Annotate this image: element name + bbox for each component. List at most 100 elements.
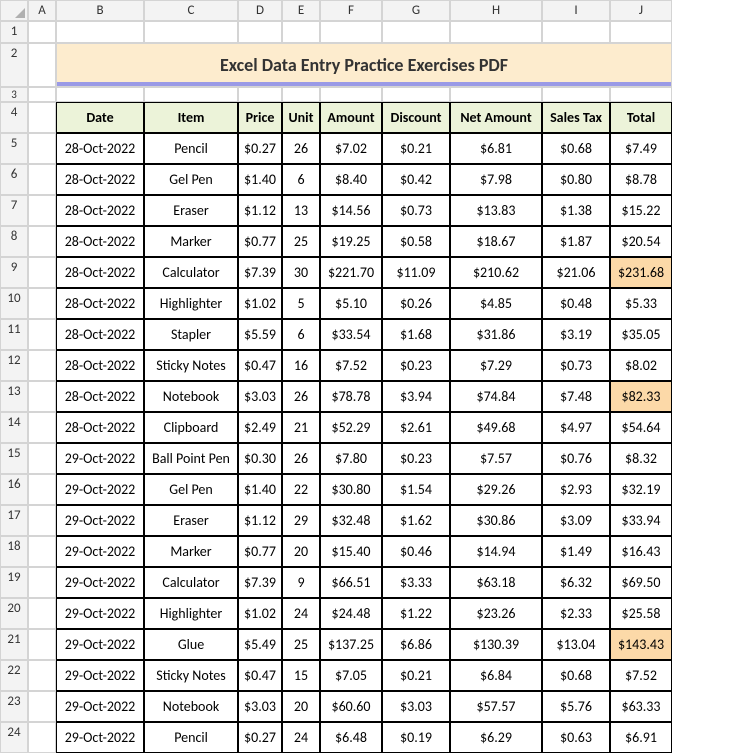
table-cell[interactable]: $5.49 bbox=[238, 629, 282, 660]
table-cell[interactable]: $54.64 bbox=[610, 412, 672, 443]
empty-cell[interactable] bbox=[28, 381, 56, 412]
table-cell[interactable]: $15.40 bbox=[320, 536, 382, 567]
table-cell[interactable]: $0.47 bbox=[238, 350, 282, 381]
table-cell[interactable]: 24 bbox=[282, 598, 320, 629]
table-cell[interactable]: 25 bbox=[282, 629, 320, 660]
table-cell[interactable]: $2.33 bbox=[542, 598, 610, 629]
row-header[interactable]: 20 bbox=[0, 598, 28, 629]
table-cell[interactable]: $1.22 bbox=[382, 598, 450, 629]
table-cell[interactable]: $0.19 bbox=[382, 722, 450, 753]
table-header[interactable]: Sales Tax bbox=[542, 102, 610, 133]
table-cell[interactable]: 29-Oct-2022 bbox=[56, 505, 144, 536]
table-cell[interactable]: $4.97 bbox=[542, 412, 610, 443]
table-cell[interactable]: $5.10 bbox=[320, 288, 382, 319]
table-cell[interactable]: $19.25 bbox=[320, 226, 382, 257]
table-cell[interactable]: Notebook bbox=[144, 691, 238, 722]
row-header[interactable]: 24 bbox=[0, 722, 28, 753]
table-cell[interactable]: $7.02 bbox=[320, 133, 382, 164]
column-header[interactable]: A bbox=[28, 0, 56, 21]
empty-cell[interactable] bbox=[542, 87, 610, 102]
table-cell[interactable]: $3.09 bbox=[542, 505, 610, 536]
table-cell[interactable]: $15.22 bbox=[610, 195, 672, 226]
table-cell[interactable]: $33.54 bbox=[320, 319, 382, 350]
table-cell[interactable]: $0.30 bbox=[238, 443, 282, 474]
table-cell[interactable]: 28-Oct-2022 bbox=[56, 319, 144, 350]
table-cell[interactable]: Highlighter bbox=[144, 288, 238, 319]
table-cell[interactable]: $7.39 bbox=[238, 257, 282, 288]
table-cell[interactable]: $0.73 bbox=[382, 195, 450, 226]
table-cell[interactable]: $82.33 bbox=[610, 381, 672, 412]
table-cell[interactable]: $1.54 bbox=[382, 474, 450, 505]
column-header[interactable]: H bbox=[450, 0, 542, 21]
row-header[interactable]: 17 bbox=[0, 505, 28, 536]
empty-cell[interactable] bbox=[28, 722, 56, 753]
empty-cell[interactable] bbox=[450, 87, 542, 102]
table-cell[interactable]: 5 bbox=[282, 288, 320, 319]
table-cell[interactable]: $20.54 bbox=[610, 226, 672, 257]
table-cell[interactable]: $231.68 bbox=[610, 257, 672, 288]
empty-cell[interactable] bbox=[28, 43, 56, 87]
table-cell[interactable]: 26 bbox=[282, 133, 320, 164]
table-cell[interactable]: 29 bbox=[282, 505, 320, 536]
table-cell[interactable]: 28-Oct-2022 bbox=[56, 381, 144, 412]
table-cell[interactable]: $14.56 bbox=[320, 195, 382, 226]
table-cell[interactable]: $0.80 bbox=[542, 164, 610, 195]
column-header[interactable]: J bbox=[610, 0, 672, 21]
empty-cell[interactable] bbox=[28, 505, 56, 536]
table-header[interactable]: Date bbox=[56, 102, 144, 133]
table-header[interactable]: Discount bbox=[382, 102, 450, 133]
table-cell[interactable]: 29-Oct-2022 bbox=[56, 691, 144, 722]
table-cell[interactable]: $0.77 bbox=[238, 226, 282, 257]
table-cell[interactable]: $6.48 bbox=[320, 722, 382, 753]
empty-cell[interactable] bbox=[28, 443, 56, 474]
empty-cell[interactable] bbox=[28, 567, 56, 598]
table-cell[interactable]: $5.59 bbox=[238, 319, 282, 350]
row-header[interactable]: 2 bbox=[0, 43, 28, 87]
empty-cell[interactable] bbox=[56, 21, 144, 43]
table-cell[interactable]: $7.49 bbox=[610, 133, 672, 164]
table-cell[interactable]: 28-Oct-2022 bbox=[56, 257, 144, 288]
table-cell[interactable]: $0.42 bbox=[382, 164, 450, 195]
table-cell[interactable]: $0.73 bbox=[542, 350, 610, 381]
table-cell[interactable]: 6 bbox=[282, 319, 320, 350]
row-header[interactable]: 14 bbox=[0, 412, 28, 443]
table-cell[interactable]: $66.51 bbox=[320, 567, 382, 598]
table-cell[interactable]: $16.43 bbox=[610, 536, 672, 567]
table-cell[interactable]: $21.06 bbox=[542, 257, 610, 288]
table-cell[interactable]: $63.18 bbox=[450, 567, 542, 598]
row-header[interactable]: 23 bbox=[0, 691, 28, 722]
table-cell[interactable]: $221.70 bbox=[320, 257, 382, 288]
table-cell[interactable]: $210.62 bbox=[450, 257, 542, 288]
table-cell[interactable]: $4.85 bbox=[450, 288, 542, 319]
table-cell[interactable]: 26 bbox=[282, 381, 320, 412]
table-cell[interactable]: 29-Oct-2022 bbox=[56, 443, 144, 474]
table-cell[interactable]: Eraser bbox=[144, 505, 238, 536]
empty-cell[interactable] bbox=[28, 629, 56, 660]
table-cell[interactable]: 28-Oct-2022 bbox=[56, 133, 144, 164]
empty-cell[interactable] bbox=[28, 164, 56, 195]
empty-cell[interactable] bbox=[28, 691, 56, 722]
table-cell[interactable]: $69.50 bbox=[610, 567, 672, 598]
empty-cell[interactable] bbox=[56, 87, 144, 102]
table-cell[interactable]: $1.02 bbox=[238, 288, 282, 319]
table-cell[interactable]: $8.40 bbox=[320, 164, 382, 195]
row-header[interactable]: 1 bbox=[0, 21, 28, 43]
empty-cell[interactable] bbox=[28, 102, 56, 133]
row-header[interactable]: 12 bbox=[0, 350, 28, 381]
table-cell[interactable]: $25.58 bbox=[610, 598, 672, 629]
table-cell[interactable]: $13.04 bbox=[542, 629, 610, 660]
table-cell[interactable]: $7.52 bbox=[320, 350, 382, 381]
empty-cell[interactable] bbox=[28, 536, 56, 567]
table-cell[interactable]: $1.12 bbox=[238, 505, 282, 536]
table-header[interactable]: Net Amount bbox=[450, 102, 542, 133]
table-cell[interactable]: 29-Oct-2022 bbox=[56, 629, 144, 660]
table-cell[interactable]: $60.60 bbox=[320, 691, 382, 722]
table-cell[interactable]: $0.21 bbox=[382, 660, 450, 691]
table-cell[interactable]: $0.26 bbox=[382, 288, 450, 319]
table-cell[interactable]: $7.80 bbox=[320, 443, 382, 474]
table-cell[interactable]: 28-Oct-2022 bbox=[56, 288, 144, 319]
table-cell[interactable]: $8.32 bbox=[610, 443, 672, 474]
row-header[interactable]: 7 bbox=[0, 195, 28, 226]
table-cell[interactable]: $1.40 bbox=[238, 474, 282, 505]
table-cell[interactable]: $7.29 bbox=[450, 350, 542, 381]
